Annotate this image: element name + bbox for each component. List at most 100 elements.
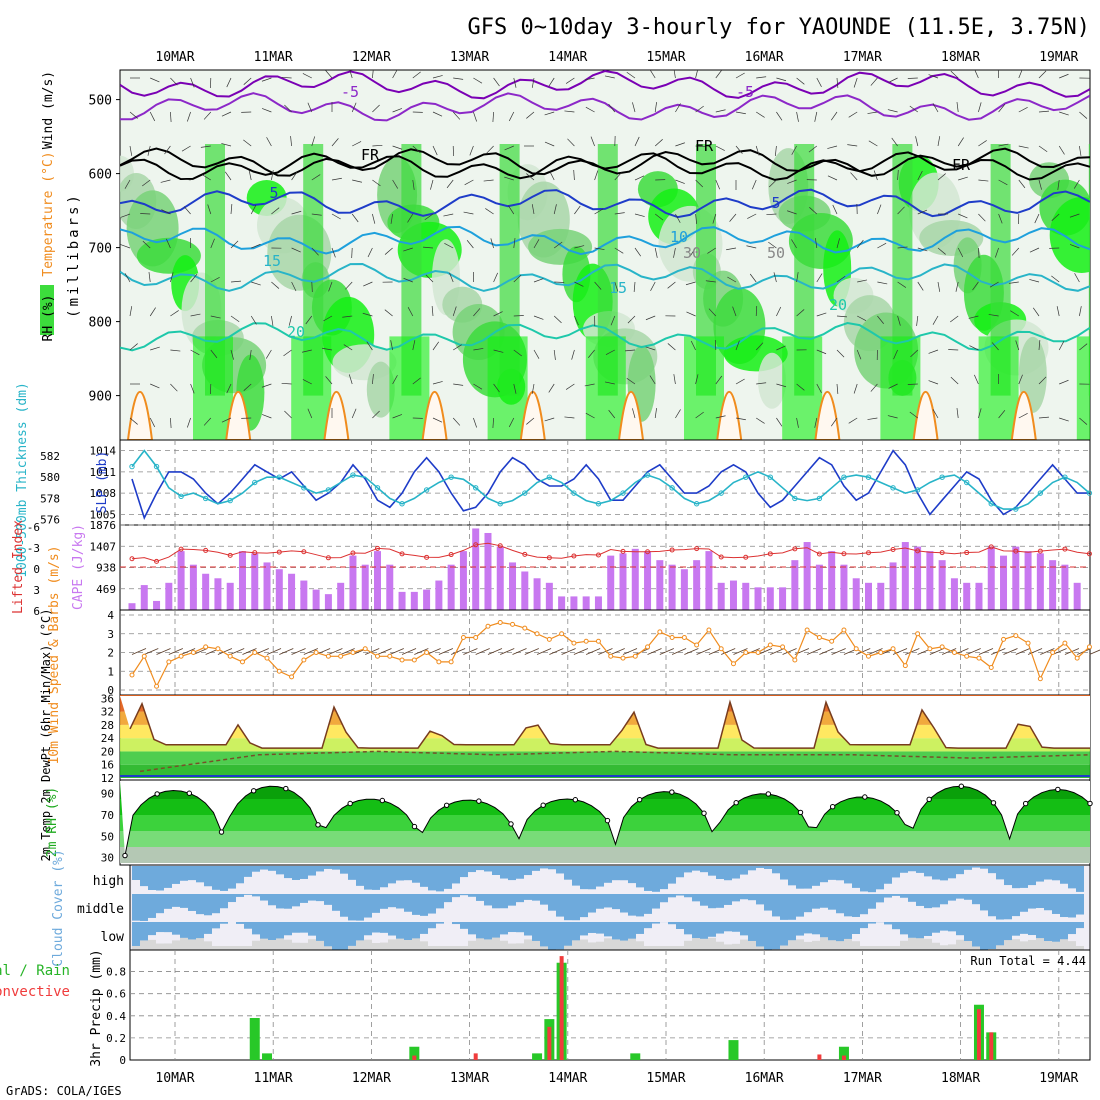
cloud-cell [460,946,468,950]
wind-barb [776,383,787,388]
cloud-cell [852,894,860,917]
wind-barb [392,145,403,150]
cloud-cell [980,922,988,950]
wind-speed-marker [841,627,847,633]
wind-barb [250,205,257,215]
cloud-cell [164,894,172,909]
wind-barb [685,281,696,286]
wind-barb [995,247,999,258]
cloud-cell [876,894,884,903]
cloud-cell [388,922,396,936]
top-date-labels: 10MAR 11MAR 12MAR 13MAR 14MAR 15MAR 16MAR 17MAR… [155,50,1078,65]
cloud-cell [356,866,364,886]
temperature-contour [120,262,1090,292]
cloud-cell [932,922,940,933]
wind-barb [893,349,898,360]
wind-barb [950,376,959,385]
wind-barb [549,170,555,181]
cloud-axis-title: Cloud Cover (%) [51,849,66,966]
wind-barb [412,377,421,385]
wind-barb [450,648,466,655]
cloud-cell [244,946,252,950]
cloud-cell [276,866,284,875]
wind-speed-marker [301,657,307,663]
cloud-cell [540,922,548,947]
date-label: 10MAR [155,50,194,65]
li-marker [129,556,135,562]
cloud-cell [924,938,932,950]
wind-barb [654,213,664,221]
cloud-cell [796,894,804,917]
wind-barb [929,648,945,655]
wind-barb [384,247,393,255]
thickness-marker [595,501,602,507]
wind-barb [715,145,725,151]
cloud-cell [372,922,380,933]
wind-barb [588,349,595,358]
pressure-axis-title: (millibars) [66,192,82,318]
wind-barb [645,315,656,321]
wind-barb [281,76,292,79]
wind-barb [968,315,979,319]
precip-convective-bar [817,1054,822,1060]
wind-barb [847,144,858,147]
wind-barb [242,648,257,655]
cape-bar [263,562,271,610]
cloud-cell [140,866,148,887]
wind-barb [170,111,172,123]
wind-barb [203,111,212,120]
wind-barb [806,648,822,655]
cloud-cell [668,922,676,925]
wind-barb [226,383,232,394]
cloud-cell [660,946,668,950]
wind-barb [916,315,919,326]
cloud-cell [308,939,316,950]
wind-barb [604,381,615,385]
wind-barb [689,247,696,257]
cape-bar [1036,553,1044,610]
wind-barb [892,648,908,655]
cloud-cell [1028,866,1036,886]
cape-bar [779,587,787,610]
cape-bar [226,582,234,610]
rh-marker [797,809,804,816]
cloud-cell [828,866,836,880]
pressure-tick-label: 900 [89,390,112,405]
wind-barb [735,145,743,154]
wind-barb [796,417,799,428]
wind-barb [565,383,575,390]
li-marker [620,548,626,554]
wind-barb [565,77,575,84]
wind-barb [531,77,535,88]
cloud-cell [404,894,412,912]
wind-barb [819,648,834,655]
wind-barb [594,281,602,290]
thickness-marker [1062,474,1068,480]
cloud-cell [788,894,796,920]
wind-speed-marker [792,657,798,663]
wind-barb [150,77,160,83]
cloud-cell [148,866,156,891]
cloud-cell [268,922,276,940]
cloud-cell [468,940,476,950]
cape-bar [202,573,210,610]
wind-barb [832,204,838,215]
cloud-cell [324,922,332,947]
cloud-cell [740,894,748,900]
cloud-cell [620,922,628,941]
wind-barb [827,175,838,181]
wind-speed-marker [154,683,160,689]
cloud-cell [524,922,532,936]
wind-barb [610,648,625,655]
cloud-cell [404,922,412,940]
cloud-cell [884,922,892,925]
wind-barb [978,213,986,222]
wind-barb [513,274,522,283]
rh-column [684,336,724,440]
cloud-cell [868,866,876,893]
wind-barb [288,315,292,326]
contour-label: FR [952,156,971,174]
wind-barb [311,213,322,216]
cape-tick-label: 1876 [90,519,117,532]
cape-bar [1024,551,1032,610]
